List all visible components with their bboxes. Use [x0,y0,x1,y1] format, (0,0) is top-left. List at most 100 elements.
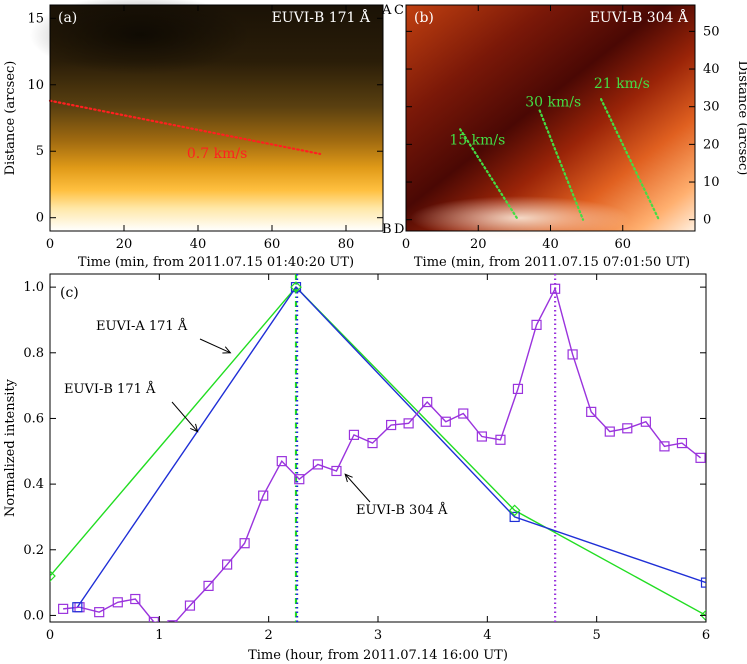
data-point [531,319,542,330]
annotation-arrowhead [190,423,199,433]
data-point [700,577,706,588]
data-point [640,416,651,427]
y-tick-label: 10 [703,175,720,190]
panel-b-ylabel: Distance (arcsec) [735,61,747,176]
data-point [290,281,302,293]
data-point [495,434,506,445]
panel-c: EUVI-A 171 Å EUVI-B 171 Å EUVI-B 304 Å (c)… [3,273,710,663]
data-point [367,437,378,449]
data-point [695,452,706,463]
velocity-label: 15 km/s [449,132,505,148]
panel-a-corner-bottom: B [382,222,392,237]
data-point [203,580,214,591]
data-point [567,349,578,360]
panel-a-instrument: EUVI-B 171 Å [272,8,371,26]
data-point [331,465,342,477]
data-point [676,437,688,449]
velocity-fit-line [459,128,520,221]
data-point [550,283,561,294]
series-annotation: EUVI-A 171 Å [96,318,188,334]
x-tick-label: 3 [374,628,382,643]
data-point [458,408,469,419]
panel-a-label: (a) [58,10,77,26]
x-tick-label: 6 [702,628,710,643]
x-tick-label: 2 [265,628,273,643]
data-point [508,504,521,517]
panel-a-dark-region [30,0,250,75]
data-point [72,602,83,613]
data-point [94,607,105,618]
data-point [659,441,670,452]
x-tick-label: 40 [542,237,559,252]
x-tick-label: 20 [116,237,133,252]
data-point [700,609,706,622]
y-tick-label: 20 [703,137,720,152]
data-point [312,459,323,470]
x-tick-label: 40 [190,237,207,252]
series-annotation: EUVI-B 304 Å [356,502,448,518]
y-tick-label: 0.8 [23,346,44,361]
x-tick-label: 80 [338,237,355,252]
series-line [50,286,706,617]
data-point [112,597,123,608]
panel-c-xlabel: Time (hour, from 2011.07.14 16:00 UT) [248,648,508,663]
y-tick-label: 0 [703,213,711,228]
data-point [604,426,615,437]
series-line [76,286,706,608]
panel-a-ylabel: Distance (arcsec) [3,61,18,176]
panel-a: 0.7 km/s (a) EUVI-B 171 Å A B Time (min,… [3,0,392,270]
data-point [476,431,487,442]
velocity-fit-line [599,98,660,221]
x-tick-label: 1 [155,628,163,643]
data-point [509,511,520,523]
data-point [586,406,597,417]
x-tick-label: 4 [483,628,491,643]
y-tick-label: 0.2 [23,543,44,558]
panel-b: 15 km/s 30 km/s 21 km/s (b) EUVI-B 304 Å C… [394,3,747,270]
data-point [276,456,287,467]
velocity-label: 21 km/s [594,76,650,92]
y-tick-label: 30 [703,100,720,115]
panel-b-xlabel: Time (min, from 2011.07.15 07:01:50 UT) [414,255,690,270]
panel-a-corner-top: A [381,3,392,18]
data-point [403,418,414,429]
data-point [512,383,524,395]
data-point [258,490,269,501]
data-point [386,419,397,431]
annotation-arrow [344,473,371,503]
panel-b-corner-bottom: D [394,222,404,237]
x-tick-label: 60 [614,237,631,252]
panel-c-label: (c) [60,285,79,301]
y-tick-label: 0 [36,211,44,226]
panel-b-corner-top: C [394,3,404,18]
data-point [148,616,159,622]
y-tick-label: 15 [27,11,44,26]
y-tick-label: 1.0 [23,280,44,295]
data-point [239,538,250,549]
x-tick-label: 0 [46,628,54,643]
annotation-arrowhead [344,473,353,483]
data-point [50,570,56,582]
data-point [622,423,633,434]
data-point [294,474,305,485]
data-point [422,396,433,408]
annotation-arrow [199,338,231,354]
panel-a-xlabel: Time (min, from 2011.07.15 01:40:20 UT) [78,255,354,270]
y-tick-label: 50 [703,24,720,39]
panel-b-instrument: EUVI-B 304 Å [590,8,689,26]
y-tick-label: 0.6 [23,411,44,426]
data-point [222,559,233,570]
x-tick-label: 60 [264,237,281,252]
panel-b-label: (b) [414,10,434,26]
data-point [58,603,69,614]
panel-a-frame [49,4,384,232]
data-point [440,416,451,427]
y-tick-label: 5 [36,144,44,159]
velocity-label: 30 km/s [525,95,581,111]
data-point [167,620,178,622]
y-tick-label: 0.0 [23,608,44,623]
annotation-arrow [171,401,198,432]
series-annotation: EUVI-B 171 Å [64,381,156,397]
x-tick-label: 0 [46,237,54,252]
